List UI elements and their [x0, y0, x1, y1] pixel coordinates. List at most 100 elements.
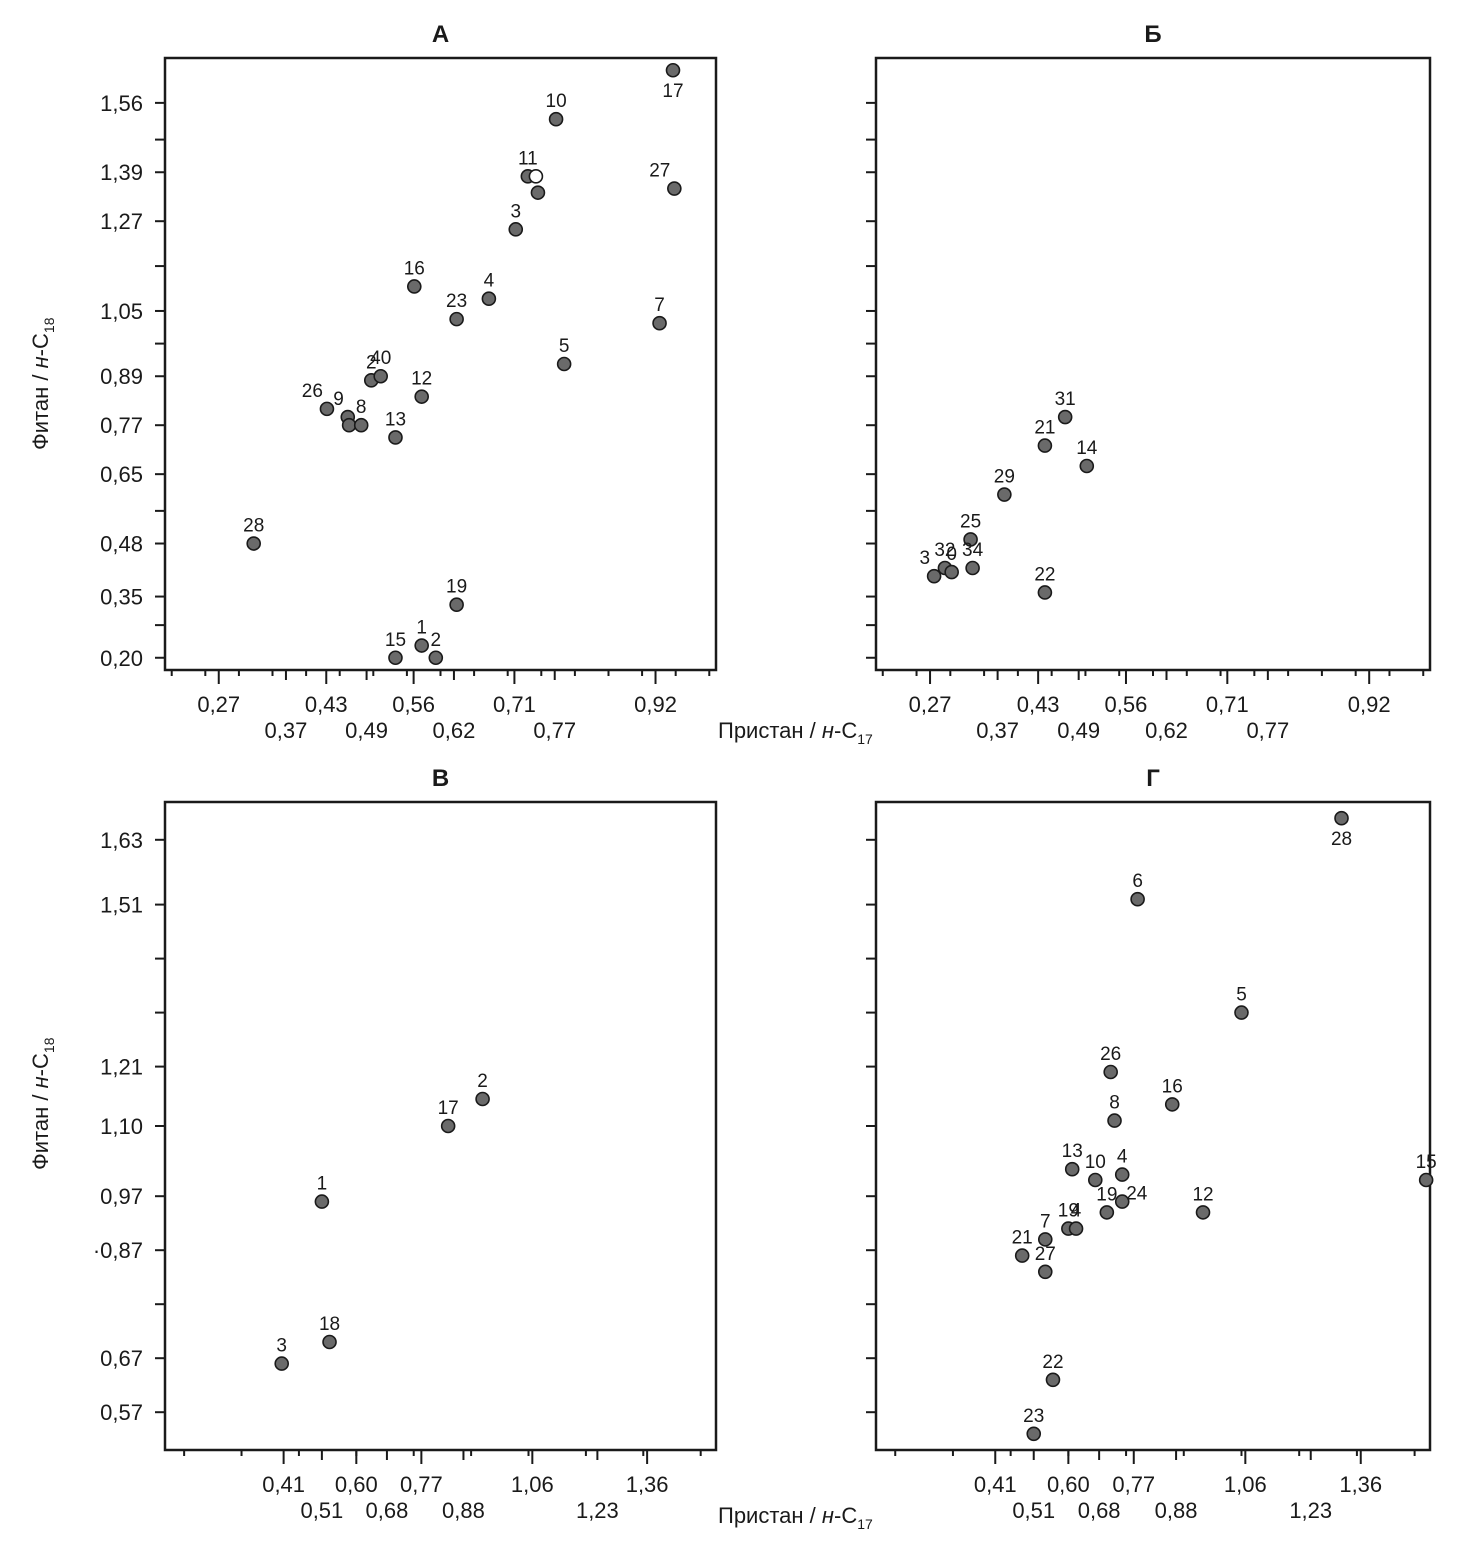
data-point-label: 26 [302, 381, 323, 402]
data-point [341, 417, 357, 433]
data-point [548, 111, 564, 127]
y-tick-label: 0,97 [100, 1184, 143, 1209]
x-tick-label: 0,43 [1017, 692, 1060, 717]
data-point-label: 19 [1096, 1184, 1117, 1205]
data-point [246, 536, 261, 551]
data-point [1103, 1064, 1118, 1080]
x-tick-label: 1,06 [511, 1472, 554, 1497]
plot-frame [163, 800, 718, 1452]
data-point [508, 222, 524, 237]
data-point [1114, 1194, 1130, 1209]
data-point [965, 560, 980, 576]
x-tick-label: 0,68 [366, 1498, 409, 1523]
data-point-label: 17 [662, 81, 683, 102]
data-point [373, 368, 388, 384]
data-point-label: 25 [960, 511, 981, 532]
data-point-label: 1 [317, 1174, 328, 1195]
data-point-label: 8 [356, 397, 367, 418]
x-axis-title-top: Пристан / н-C17 [718, 718, 873, 747]
y-tick-label: 1,39 [100, 160, 143, 185]
data-point-label: 18 [319, 1314, 340, 1335]
data-point-label: 14 [1076, 438, 1098, 459]
x-tick-label: 0,43 [305, 692, 348, 717]
data-point [1099, 1205, 1115, 1220]
y-tick-label: 0,48 [100, 532, 143, 557]
data-point-label: 3 [920, 548, 931, 569]
y-tick-label: 1,63 [100, 828, 143, 853]
panel-2: Б0,27 0,43 0,56 0,71 0,920,37 0,49 0,62 0,77312… [866, 21, 1432, 743]
data-point-label: 4 [1071, 1201, 1082, 1222]
x-tick-label: 0,51 [300, 1498, 343, 1523]
data-point-label: 1 [416, 618, 427, 639]
x-tick-label: 0,51 [1012, 1498, 1055, 1523]
data-point [926, 568, 942, 584]
plot-frame [874, 56, 1432, 672]
y-tick-label: ·0,87 [93, 1238, 143, 1263]
data-point [388, 430, 403, 445]
data-point-label: 16 [1162, 1076, 1183, 1097]
data-point [1130, 891, 1145, 907]
data-point [1164, 1097, 1180, 1112]
data-point [1045, 1372, 1061, 1388]
data-point [274, 1356, 290, 1371]
data-point-label: 5 [1236, 985, 1247, 1006]
data-point [1079, 458, 1095, 474]
y-axis-title-top: Фитан / н-C18 [28, 317, 57, 450]
data-point-label: 8 [1109, 1093, 1120, 1114]
data-point-label: 31 [1055, 389, 1076, 410]
y-tick-label: 0,57 [100, 1400, 143, 1425]
x-tick-label: 0,37 [265, 718, 308, 743]
y-tick-label: 1,56 [100, 91, 143, 116]
data-point-label: 24 [1126, 1184, 1148, 1205]
data-point-label: 28 [243, 516, 264, 537]
data-point-label: 22 [1034, 564, 1055, 585]
x-tick-label: 0,41 [262, 1472, 305, 1497]
data-point-label: 3 [276, 1336, 287, 1357]
y-tick-label: 0,35 [100, 585, 143, 610]
x-tick-label: 0,77 [1112, 1472, 1155, 1497]
data-point [449, 311, 464, 327]
panel-title: А [432, 21, 449, 48]
data-point [1037, 438, 1053, 453]
y-tick-label: 0,77 [100, 413, 143, 438]
data-point-label: 16 [404, 258, 425, 279]
data-point [1114, 1167, 1130, 1182]
data-point-label: 5 [559, 336, 570, 357]
x-tick-label: 0,27 [197, 692, 240, 717]
plot-frame [163, 56, 718, 672]
data-point [944, 564, 959, 580]
x-tick-label: 0,41 [974, 1472, 1017, 1497]
data-point [1037, 585, 1053, 600]
x-tick-label: 0,77 [1246, 718, 1289, 743]
data-point-label: 4 [1117, 1147, 1128, 1168]
x-tick-label: 0,92 [634, 692, 677, 717]
data-point-label: 19 [1058, 1201, 1079, 1222]
data-point-label: 40 [370, 348, 391, 369]
panel-title: Б [1144, 21, 1161, 48]
data-point [1057, 409, 1073, 425]
data-point-label: 21 [1034, 418, 1055, 439]
data-point [667, 181, 682, 196]
data-point-label: 15 [1416, 1152, 1437, 1173]
data-point [1037, 1232, 1053, 1247]
data-point-label: 10 [1085, 1152, 1106, 1173]
data-point [1334, 810, 1349, 826]
x-tick-label: 0,62 [433, 718, 476, 743]
panel-title: Г [1146, 765, 1160, 792]
data-point [319, 401, 335, 417]
data-point-label: 2 [431, 630, 442, 651]
y-tick-label: 1,51 [100, 893, 143, 918]
data-point [1014, 1248, 1030, 1263]
data-point-label: 6 [1132, 871, 1143, 892]
x-tick-label: 0,56 [1105, 692, 1148, 717]
data-point-label: 10 [546, 91, 567, 112]
data-point-label: 4 [484, 271, 495, 292]
data-point [449, 597, 464, 613]
x-tick-label: 1,23 [576, 1498, 619, 1523]
data-point-label: 7 [1040, 1211, 1051, 1232]
data-point-label: 12 [411, 369, 432, 390]
x-axis-title-bottom: Пристан / н-C17 [718, 1503, 873, 1532]
data-point [414, 389, 429, 404]
data-point [1195, 1205, 1211, 1220]
